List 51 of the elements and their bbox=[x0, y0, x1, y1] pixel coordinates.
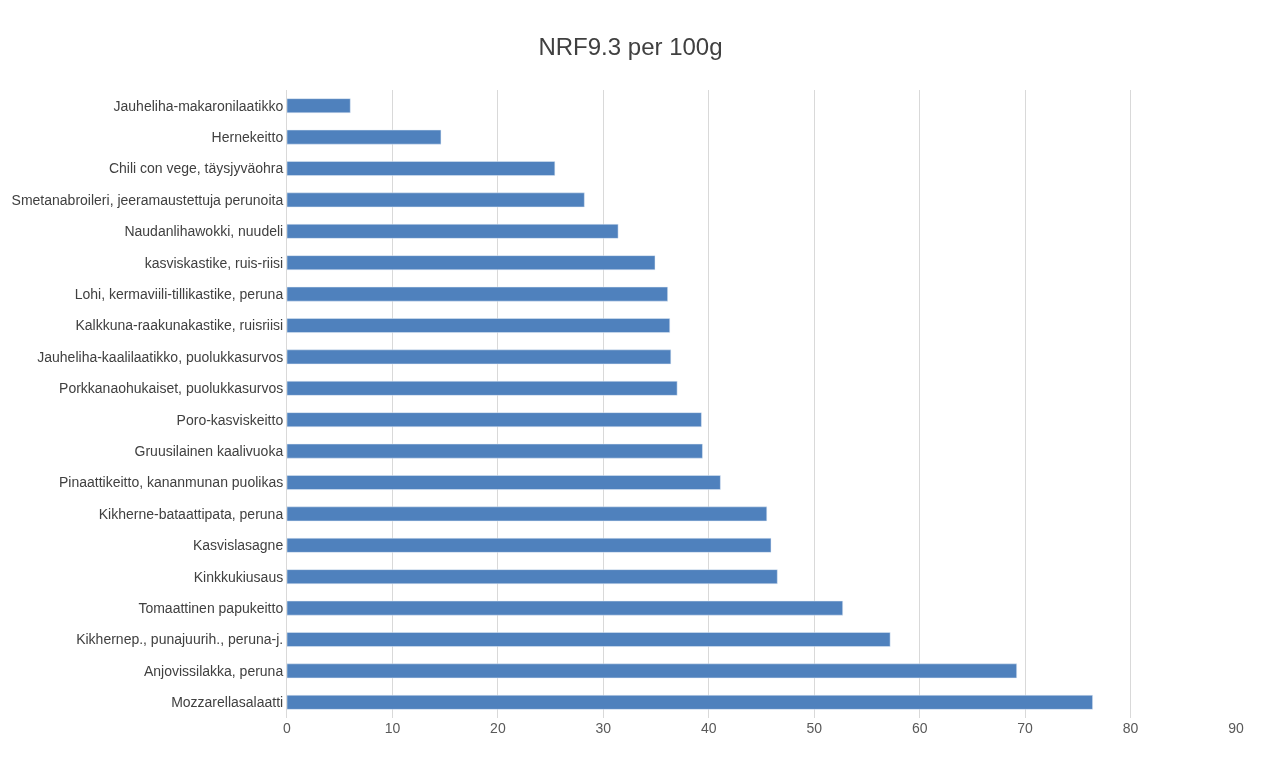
x-tick-label: 70 bbox=[1017, 720, 1034, 736]
bar bbox=[287, 475, 721, 490]
bar bbox=[287, 318, 671, 333]
y-tick-label: Kikhernep., punajuurih., peruna-j. bbox=[76, 631, 284, 648]
bar bbox=[287, 98, 351, 114]
y-tick-label: Pinaattikeitto, kananmunan puolikas bbox=[59, 474, 284, 491]
bar bbox=[287, 129, 442, 145]
bar bbox=[287, 537, 772, 553]
bar bbox=[287, 663, 1017, 679]
y-tick-label: Jauheliha-makaronilaatikko bbox=[113, 97, 284, 114]
bar bbox=[287, 380, 678, 396]
y-tick-label: Kalkkuna-raakunakastike, ruisriisi bbox=[75, 317, 284, 334]
y-tick-label: kasviskastike, ruis-riisi bbox=[144, 254, 284, 271]
y-tick-label: Chili con vege, täysjyväohra bbox=[108, 160, 284, 177]
y-tick-label: Gruusilainen kaalivuoka bbox=[134, 443, 284, 459]
bar bbox=[287, 349, 672, 365]
bar bbox=[287, 223, 619, 239]
y-tick-label: Jauheliha-kaalilaatikko, puolukkasurvos bbox=[37, 348, 284, 365]
y-tick-label: Mozzarellasalaatti bbox=[171, 694, 284, 711]
x-tick-label: 50 bbox=[806, 720, 823, 736]
y-tick-label: Porkkanaohukaiset, puolukkasurvos bbox=[59, 380, 284, 397]
y-tick-label: Poro-kasviskeitto bbox=[176, 411, 284, 428]
y-tick-label: Hernekeitto bbox=[211, 129, 284, 145]
chart-title: NRF9.3 per 100g bbox=[538, 32, 723, 60]
y-tick-label: Lohi, kermaviili-tillikastike, peruna bbox=[74, 286, 284, 302]
bar bbox=[287, 161, 556, 176]
bar bbox=[287, 506, 768, 522]
x-tick-label: 30 bbox=[595, 720, 612, 736]
bar bbox=[287, 600, 843, 616]
bar bbox=[287, 286, 668, 302]
y-tick-label: Anjovissilakka, peruna bbox=[143, 662, 284, 679]
bar bbox=[287, 412, 702, 428]
x-tick-label: 20 bbox=[490, 720, 506, 736]
y-tick-label: Tomaattinen papukeitto bbox=[138, 600, 284, 616]
y-tick-label: Naudanlihawokki, nuudeli bbox=[124, 223, 284, 240]
bar bbox=[287, 694, 1093, 710]
bar bbox=[287, 632, 891, 647]
bar bbox=[287, 255, 656, 271]
y-tick-label: Kasvislasagne bbox=[192, 537, 284, 554]
bar bbox=[287, 192, 585, 208]
x-tick-label: 10 bbox=[384, 720, 401, 736]
bar bbox=[287, 443, 703, 459]
x-tick-label: 0 bbox=[283, 720, 292, 736]
x-tick-label: 90 bbox=[1228, 720, 1244, 736]
y-tick-label: Smetanabroileri, jeeramaustettuja perunoita bbox=[11, 191, 284, 208]
y-tick-label: Kinkkukiusaus bbox=[193, 568, 284, 585]
bar bbox=[287, 569, 778, 585]
x-tick-label: 60 bbox=[911, 720, 928, 736]
x-tick-label: 40 bbox=[700, 720, 717, 736]
x-tick-label: 80 bbox=[1122, 720, 1139, 736]
y-tick-label: Kikherne-bataattipata, peruna bbox=[98, 505, 284, 522]
